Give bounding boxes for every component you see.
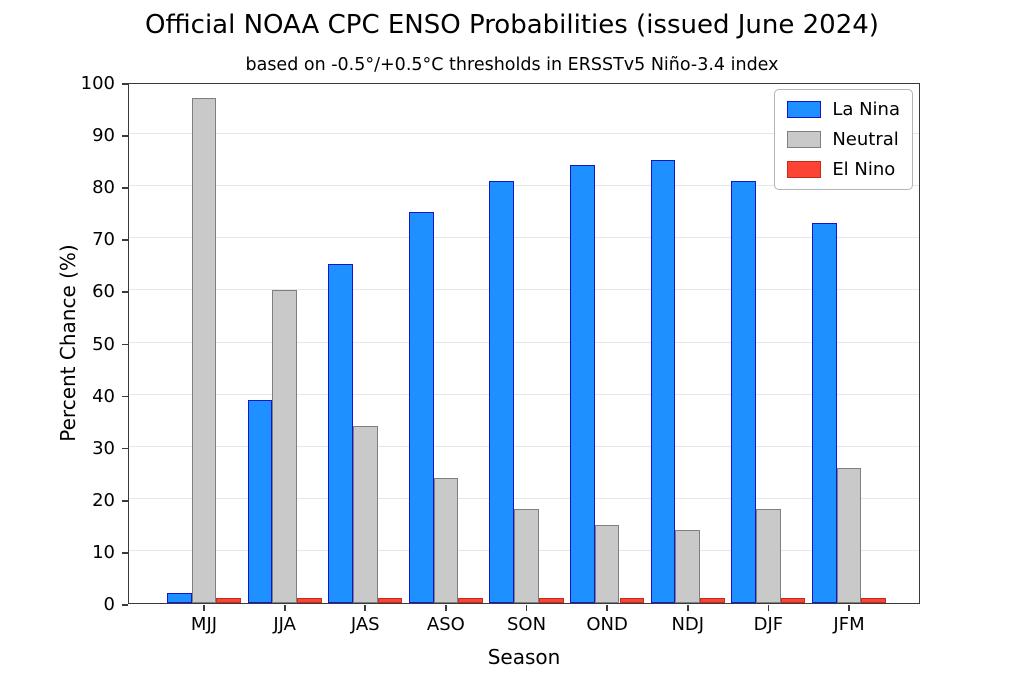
bar-el-nino-djf [780,597,806,603]
y-tick-label-80: 80 [92,177,115,199]
x-tick-label-ndj: NDJ [671,614,705,635]
plot-area: La Nina Neutral El Nino 0 10 20 30 40 50 60 70 80 9… [81,74,920,635]
legend-swatch-la-nina [787,101,822,118]
y-tick-label-60: 60 [92,281,115,303]
legend-label-neutral: Neutral [832,129,899,150]
bar-neutral-ndj [675,530,701,603]
x-tick-label-jfm: JFM [833,614,865,635]
y-tick-50 [122,343,128,346]
bar-neutral-jfm [836,467,862,603]
x-tick-jfm [848,605,850,611]
x-tick-aso [444,605,447,611]
x-tick-label-jas: JAS [350,614,380,635]
y-gridline-30 [129,445,919,447]
x-tick-label-aso: ASO [426,614,465,635]
legend-label-la-nina: La Nina [832,99,900,120]
bar-la-nina-jfm [811,222,837,603]
y-gridline-90 [129,133,919,135]
y-tick-label-40: 40 [92,385,115,407]
bar-la-nina-son [489,181,515,603]
legend-item-el-nino: El Nino [787,159,900,180]
y-gridline-40 [129,393,919,395]
bar-la-nina-djf [731,181,757,603]
y-tick-label-0: 0 [103,594,115,615]
x-tick-label-ond: OND [586,614,628,635]
bar-la-nina-aso [408,212,434,603]
y-gridline-50 [129,341,919,343]
chart-title: Official NOAA CPC ENSO Probabilities (is… [145,10,879,40]
y-tick-label-50: 50 [92,333,115,355]
y-tick-20 [122,499,128,502]
y-tick-10 [122,551,128,554]
bar-la-nina-jas [328,264,353,603]
y-tick-100 [122,83,128,85]
bar-neutral-djf [756,509,781,603]
y-gridline-20 [129,497,919,499]
bar-neutral-son [514,509,539,603]
bar-el-nino-ond [619,597,645,603]
legend-label-el-nino: El Nino [832,159,896,180]
y-tick-90 [122,135,128,137]
y-tick-label-90: 90 [92,125,115,147]
bar-el-nino-mjj [216,597,242,603]
x-tick-label-djf: DJF [753,614,784,635]
y-gridline-60 [129,289,919,291]
y-tick-label-20: 20 [92,489,115,511]
y-gridline-70 [129,237,919,239]
x-tick-ndj [686,605,689,611]
chart-subtitle: based on -0.5°/+0.5°C thresholds in ERSS… [245,55,779,75]
bar-la-nina-ndj [650,160,676,603]
bar-el-nino-jja [296,597,322,603]
bar-neutral-aso [433,477,459,603]
bar-la-nina-ond [570,165,595,603]
y-gridline-80 [129,185,919,187]
x-axis-label: Season [487,645,561,669]
bar-neutral-jja [272,290,297,603]
y-tick-label-10: 10 [92,541,115,563]
y-tick-label-70: 70 [92,229,115,251]
bar-el-nino-ndj [700,597,725,603]
bar-el-nino-aso [458,597,483,603]
y-tick-80 [122,187,128,189]
x-tick-ond [606,605,609,611]
bar-el-nino-son [538,597,564,603]
y-tick-70 [122,239,128,242]
y-tick-label-30: 30 [92,437,115,459]
legend-swatch-neutral [787,131,822,148]
y-tick-label-100: 100 [80,73,115,94]
bar-la-nina-jja [247,399,273,603]
y-tick-60 [122,291,128,294]
x-tick-label-mjj: MJJ [190,614,218,635]
x-tick-son [525,605,528,611]
bar-neutral-ond [594,524,620,603]
x-tick-jas [364,605,367,611]
bar-la-nina-mjj [166,592,192,603]
x-tick-djf [767,605,770,611]
legend-item-neutral: Neutral [787,129,900,150]
bar-el-nino-jas [377,597,403,603]
x-tick-jja [283,605,286,611]
bar-neutral-mjj [191,97,217,603]
x-tick-label-son: SON [506,614,547,635]
bar-el-nino-jfm [861,597,887,603]
x-tick-mjj [203,605,205,611]
y-tick-30 [122,447,128,450]
legend-item-la-nina: La Nina [787,99,900,120]
y-tick-40 [122,395,128,398]
bar-neutral-jas [352,425,378,603]
legend: La Nina Neutral El Nino [774,89,913,190]
legend-swatch-el-nino [787,161,822,178]
y-tick-0 [122,604,128,606]
x-tick-label-jja: JJA [273,614,296,635]
